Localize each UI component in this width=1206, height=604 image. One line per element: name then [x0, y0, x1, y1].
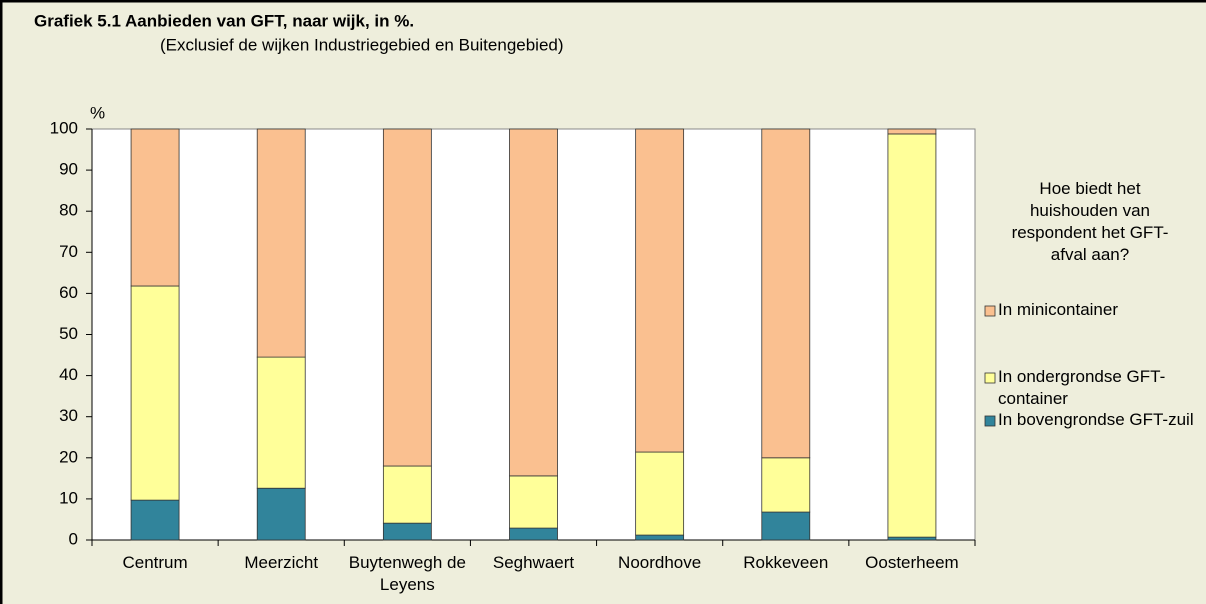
y-tick-label: 30: [59, 406, 78, 425]
bar-segment: [256, 356, 306, 489]
y-axis-label: %: [90, 103, 105, 122]
legend-swatch: [984, 372, 996, 384]
bar-segment: [761, 128, 811, 459]
bar-segment: [256, 128, 306, 358]
bar-segment: [382, 522, 432, 541]
chart-title: Grafiek 5.1 Aanbieden van GFT, naar wijk…: [34, 11, 414, 30]
bar-segment: [761, 457, 811, 513]
bar-segment: [887, 128, 937, 135]
bar-segment: [635, 128, 685, 453]
bar-segment: [130, 499, 180, 541]
y-tick-label: 50: [59, 324, 78, 343]
y-tick-label: 20: [59, 447, 78, 466]
legend-label: In ondergrondse GFT-container: [998, 367, 1166, 408]
bar-segment: [635, 534, 685, 541]
y-tick-label: 100: [50, 118, 78, 137]
legend-title: Hoe biedt het huishouden van respondent …: [1011, 179, 1169, 264]
bar-segment: [509, 128, 558, 477]
bar-segment: [635, 451, 685, 536]
y-tick-label: 70: [59, 242, 78, 261]
x-tick-label: Centrum: [122, 553, 188, 572]
x-tick-label: Rokkeveen: [743, 553, 829, 572]
bar-segment: [887, 536, 937, 541]
x-tick-label: Seghwaert: [492, 553, 575, 572]
legend-label: In bovengrondse GFT-zuil: [998, 410, 1194, 429]
chart-subtitle: (Exclusief de wijken Industriegebied en …: [160, 35, 564, 54]
bar-segment: [509, 475, 558, 529]
legend-swatch: [984, 305, 996, 317]
bar-segment: [130, 285, 180, 501]
bar-segment: [887, 133, 937, 538]
y-tick-label: 0: [69, 529, 78, 548]
x-tick-label: Buytenwegh de Leyens: [348, 553, 466, 594]
y-tick-label: 40: [59, 365, 78, 384]
bar-segment: [382, 465, 432, 524]
bar-segment: [382, 128, 432, 467]
x-tick-label: Oosterheem: [865, 553, 959, 572]
legend-label: In minicontainer: [998, 300, 1119, 319]
y-tick-label: 80: [59, 201, 78, 220]
x-tick-label: Meerzicht: [244, 553, 319, 572]
bar-segment: [256, 487, 306, 541]
y-tick-label: 90: [59, 160, 78, 179]
bar-segment: [509, 527, 558, 541]
x-tick-label: Noordhove: [618, 553, 702, 572]
y-tick-label: 10: [59, 488, 78, 507]
bar-segment: [761, 511, 811, 541]
legend-swatch: [984, 415, 996, 427]
bar-segment: [130, 128, 180, 287]
y-tick-label: 60: [59, 283, 78, 302]
